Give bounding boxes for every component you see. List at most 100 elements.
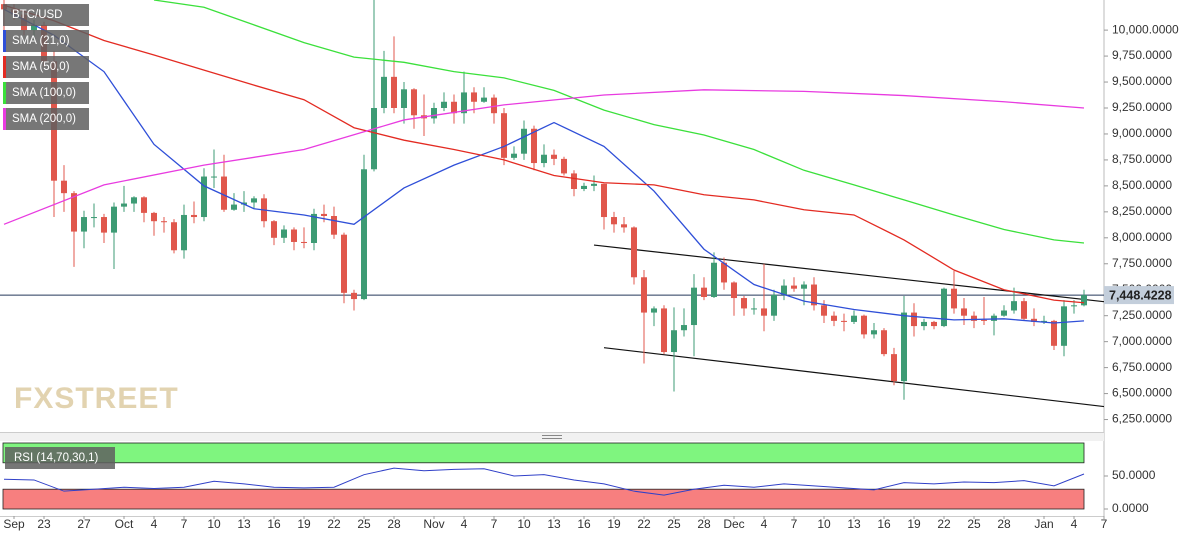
candle-body [1081,295,1087,306]
legend-box [3,108,89,130]
candle-body [1041,320,1047,322]
candle-body [201,176,207,218]
y-tick-label: 6,750.0000 [1112,360,1172,374]
candle-body [521,128,527,154]
y-tick-label: 8,500.0000 [1112,178,1172,192]
candle-body [621,224,627,228]
legend-label: SMA (21,0) [12,35,70,47]
candle-body [481,97,487,102]
candle-body [101,217,107,233]
candle-body [881,330,887,355]
candle-body [871,330,877,335]
watermark: FXSTREET [14,382,179,415]
candle-body [661,308,667,353]
candle-body [281,229,287,238]
candle-body [351,292,357,300]
y-tick-label: 8,000.0000 [1112,230,1172,244]
candle-body [71,193,77,232]
candle-body [121,203,127,207]
y-tick-label: 6,500.0000 [1112,386,1172,400]
x-tick-label: 16 [267,517,281,531]
candle-body [771,294,777,316]
legend-label: SMA (100,0) [12,87,76,99]
candle-body [191,214,197,218]
candle-body [161,221,167,223]
x-tick-label: Jan [1034,517,1053,531]
candle-body [491,97,497,114]
candle-body [751,308,757,310]
candle-body [271,221,277,238]
trendline [603,347,1104,408]
x-tick-label: 10 [207,517,221,531]
legend-box [3,30,89,52]
y-tick-label: 7,750.0000 [1112,256,1172,270]
candle-body [651,308,657,313]
x-tick-label: 25 [967,517,981,531]
candle-body [791,285,797,289]
x-tick-label: Dec [723,517,744,531]
candle-body [211,176,217,178]
candle-body [531,128,537,164]
candle-body [861,315,867,335]
candle-body [411,89,417,116]
x-tick-label: 19 [607,517,621,531]
x-tick-label: 16 [877,517,891,531]
candle-body [1031,318,1037,322]
candle-body [341,234,347,293]
candle-body [761,308,767,316]
x-tick-label: 7 [791,517,798,531]
x-tick-label: 4 [761,517,768,531]
legend-box [3,82,89,104]
x-tick-label: 13 [237,517,251,531]
candle-body [741,298,747,309]
candle-body [611,217,617,225]
candle-body [91,217,97,219]
x-tick-label: 7 [181,517,188,531]
candle-body [811,284,817,306]
x-tick-label: 22 [637,517,651,531]
candle-body [291,229,297,242]
candle-body [221,176,227,210]
legend-label: RSI (14,70,30,1) [14,452,99,464]
candle-body [981,319,987,321]
y-tick-label: 9,500.0000 [1112,74,1172,88]
x-tick-label: 28 [997,517,1011,531]
candle-body [631,227,637,278]
candle-body [781,285,787,295]
x-tick-label: 25 [357,517,371,531]
sma-line [3,8,1085,324]
rsi-pane [2,442,1085,510]
sma-line [3,4,1085,304]
pane-separator[interactable] [0,433,1104,441]
candle-body [541,154,547,164]
candle-body [1021,301,1027,319]
candle-body [891,354,897,382]
candle-body [581,185,587,189]
candle-body [831,315,837,321]
y-tick-label: 8,750.0000 [1112,152,1172,166]
x-tick-label: 19 [297,517,311,531]
candle-body [711,262,717,297]
sma-line [153,0,1085,244]
x-tick-label: 10 [817,517,831,531]
candle-body [371,108,377,170]
candle-body [331,216,337,235]
candle-body [801,284,807,289]
candle-body [721,262,727,283]
candle-body [141,197,147,213]
legend-swatch [3,30,6,52]
legend-box [5,447,115,469]
rsi-line [3,467,1085,496]
candle-body [311,213,317,243]
oversold-zone [2,488,1085,510]
candle-body [691,287,697,326]
x-tick-label: 28 [697,517,711,531]
x-tick-label: 4 [461,517,468,531]
x-tick-label: 4 [1071,517,1078,531]
candle-body [731,282,737,299]
candle-body [571,173,577,189]
x-tick-label: 27 [77,517,91,531]
overbought-zone [2,442,1085,464]
legend-box [3,4,89,26]
